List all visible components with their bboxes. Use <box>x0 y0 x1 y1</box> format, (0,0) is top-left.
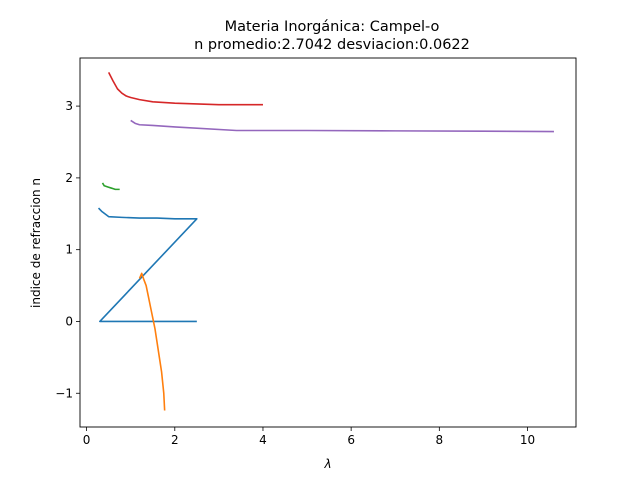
series-line-4 <box>107 71 263 106</box>
series-layer <box>97 71 554 411</box>
plot-frame <box>79 57 577 428</box>
series-line-5 <box>130 119 554 133</box>
x-axis-ticks: 0 2 4 6 8 10 <box>83 427 535 447</box>
x-tick-label: 4 <box>259 433 267 447</box>
y-tick-label: −1 <box>55 386 73 400</box>
x-tick-label: 10 <box>520 433 535 447</box>
y-axis-ticks: −1 0 1 2 3 <box>55 99 80 400</box>
y-axis-label: indice de refraccion n <box>29 178 43 308</box>
x-tick-label: 6 <box>347 433 355 447</box>
y-tick-label: 0 <box>65 314 73 328</box>
x-tick-label: 2 <box>171 433 179 447</box>
x-tick-label: 8 <box>436 433 444 447</box>
x-tick-label: 0 <box>83 433 91 447</box>
y-tick-label: 2 <box>65 171 73 185</box>
chart-title-line1: Materia Inorgánica: Campel-o <box>225 19 440 35</box>
y-tick-label: 1 <box>65 243 73 257</box>
y-tick-label: 3 <box>65 99 73 113</box>
x-axis-label: λ <box>323 457 331 471</box>
series-line-1 <box>97 207 198 323</box>
chart-title-line2: n promedio:2.7042 desviacion:0.0622 <box>194 37 470 53</box>
series-line-2 <box>138 272 166 411</box>
series-line-3 <box>101 182 120 191</box>
